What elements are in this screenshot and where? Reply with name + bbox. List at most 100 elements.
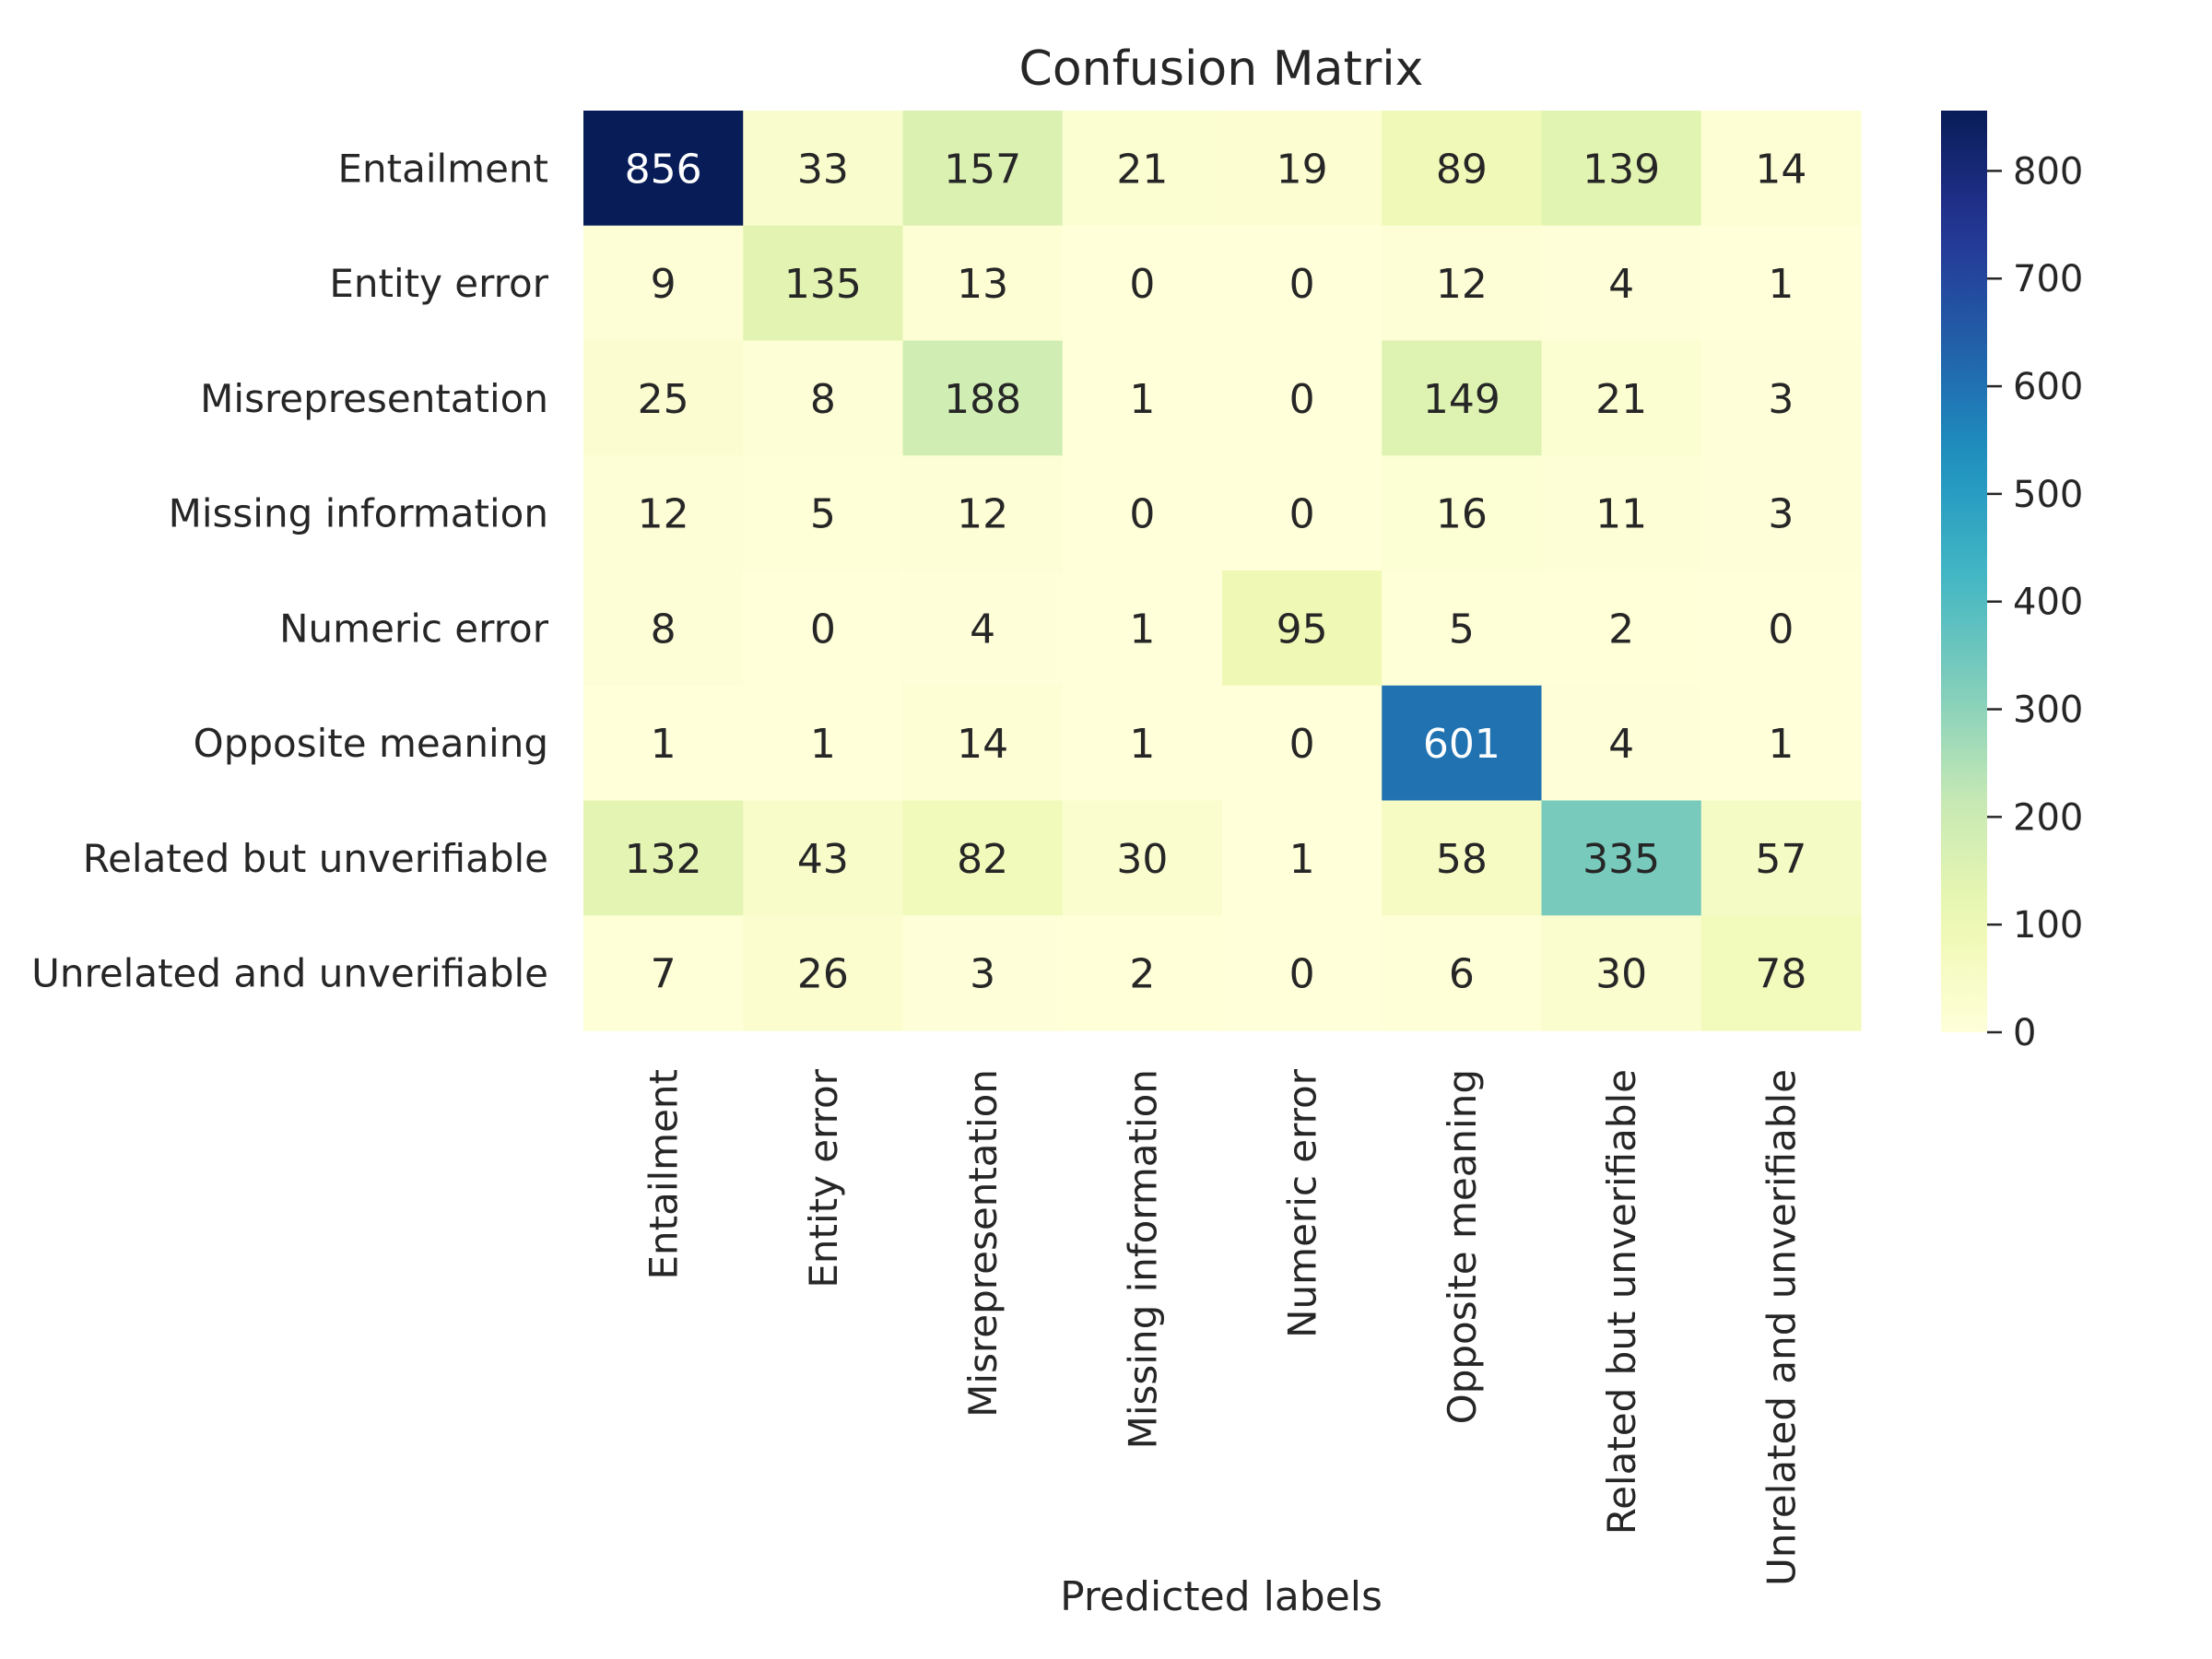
colorbar-tick-label: 100 xyxy=(2013,904,2083,947)
cell-value-label: 0 xyxy=(1289,261,1315,308)
cell-value-label: 25 xyxy=(638,376,689,423)
heatmap-cell xyxy=(902,915,1064,1031)
colorbar-tick-label: 300 xyxy=(2013,689,2083,732)
heatmap-cell xyxy=(743,111,904,227)
heatmap-cell xyxy=(1541,111,1702,227)
heatmap-cell xyxy=(1700,225,1862,342)
heatmap-cell xyxy=(902,685,1064,802)
heatmap-cell xyxy=(1222,571,1382,687)
heatmap-cell xyxy=(583,800,744,916)
cell-value-label: 0 xyxy=(1289,491,1315,538)
cell-value-label: 0 xyxy=(1289,721,1315,768)
heatmap-cell xyxy=(1062,340,1223,456)
cell-value-label: 78 xyxy=(1755,951,1806,998)
cell-value-label: 7 xyxy=(651,951,677,998)
heatmap-cells xyxy=(583,111,1862,1031)
heatmap-cell xyxy=(902,225,1064,342)
heatmap-cell xyxy=(1062,685,1223,802)
cell-value-label: 82 xyxy=(957,836,1008,883)
cell-value-label: 2 xyxy=(1608,606,1634,653)
cell-value-label: 139 xyxy=(1583,146,1660,193)
heatmap-cell xyxy=(1382,111,1543,227)
cell-value-label: 1 xyxy=(1768,261,1794,308)
colorbar-ticks: 0 100 200 300 400 500 600 700 800 xyxy=(1987,150,2083,1054)
heatmap-cell xyxy=(1222,455,1382,571)
heatmap-cell xyxy=(1222,685,1382,802)
cell-value-label: 30 xyxy=(1116,836,1168,883)
cell-value-label: 5 xyxy=(1449,606,1475,653)
cell-value-label: 57 xyxy=(1755,836,1806,883)
cell-value-label: 3 xyxy=(1768,491,1794,538)
colorbar-tick-label: 400 xyxy=(2013,582,2083,624)
cell-value-label: 30 xyxy=(1595,951,1647,998)
y-tick-label: Opposite meaning xyxy=(194,721,548,766)
cell-value-label: 13 xyxy=(957,261,1008,308)
cell-value-label: 1 xyxy=(651,721,677,768)
cell-value-label: 12 xyxy=(957,491,1008,538)
cell-value-label: 33 xyxy=(797,146,849,193)
heatmap-cell xyxy=(1700,455,1862,571)
x-axis-label: Predicted labels xyxy=(1060,1573,1382,1620)
heatmap-cell xyxy=(1382,340,1543,456)
heatmap-cell xyxy=(1541,225,1702,342)
heatmap-cell xyxy=(1700,800,1862,916)
cell-value-label: 3 xyxy=(1768,376,1794,423)
y-tick-label: Missing information xyxy=(169,491,548,536)
y-tick-label: Related but unverifiable xyxy=(83,836,548,881)
cell-value-label: 6 xyxy=(1449,951,1475,998)
heatmap-cell xyxy=(1062,455,1223,571)
heatmap-cell xyxy=(1382,800,1543,916)
y-axis-tick-labels: Entailment Entity error Misrepresentation M… xyxy=(31,146,549,995)
heatmap-cell xyxy=(583,111,744,227)
cell-value-label: 1 xyxy=(1129,376,1155,423)
cell-value-label: 0 xyxy=(810,606,836,653)
x-tick-label: Related but unverifiable xyxy=(1599,1069,1644,1535)
x-tick-label: Entailment xyxy=(641,1069,687,1280)
cell-value-label: 21 xyxy=(1595,376,1647,423)
y-tick-label: Misrepresentation xyxy=(200,376,548,421)
heatmap-cell xyxy=(1382,685,1543,802)
cell-value-label: 4 xyxy=(1608,261,1634,308)
cell-value-label: 157 xyxy=(944,146,1021,193)
heatmap-cell xyxy=(583,340,744,456)
cell-value-label: 95 xyxy=(1277,606,1328,653)
cell-value-label: 856 xyxy=(625,146,702,193)
heatmap-cell xyxy=(1382,571,1543,687)
y-tick-label: Entailment xyxy=(337,146,548,191)
cell-value-label: 12 xyxy=(638,491,689,538)
cell-value-label: 5 xyxy=(810,491,836,538)
cell-value-label: 1 xyxy=(1768,721,1794,768)
cell-value-label: 14 xyxy=(1755,146,1806,193)
heatmap-cell xyxy=(1222,111,1382,227)
cell-value-label: 58 xyxy=(1436,836,1488,883)
heatmap-cell xyxy=(902,111,1064,227)
cell-value-label: 135 xyxy=(784,261,862,308)
cell-value-label: 0 xyxy=(1129,491,1155,538)
heatmap-cell xyxy=(902,455,1064,571)
colorbar-tick-label: 800 xyxy=(2013,150,2083,193)
cell-value-label: 14 xyxy=(957,721,1008,768)
x-tick-label: Opposite meaning xyxy=(1440,1069,1485,1424)
heatmap-cell xyxy=(1541,685,1702,802)
cell-value-label: 0 xyxy=(1129,261,1155,308)
heatmap-cell xyxy=(1062,571,1223,687)
x-tick-label: Entity error xyxy=(801,1068,846,1288)
cell-value-label: 3 xyxy=(970,951,995,998)
heatmap-cell xyxy=(1222,225,1382,342)
heatmap-cell xyxy=(1541,915,1702,1031)
x-tick-label: Misrepresentation xyxy=(960,1069,1006,1418)
heatmap-cell xyxy=(1700,571,1862,687)
y-tick-label: Entity error xyxy=(329,261,548,306)
cell-value-label: 1 xyxy=(1289,836,1315,883)
cell-value-label: 26 xyxy=(797,951,849,998)
heatmap-cell xyxy=(902,340,1064,456)
cell-value-label: 1 xyxy=(1129,721,1155,768)
cell-value-label: 8 xyxy=(651,606,677,653)
cell-value-label: 8 xyxy=(810,376,836,423)
heatmap-cell xyxy=(1541,571,1702,687)
cell-value-label: 335 xyxy=(1583,836,1660,883)
heatmap-cell xyxy=(902,800,1064,916)
cell-value-label: 0 xyxy=(1289,951,1315,998)
colorbar-tick-label: 500 xyxy=(2013,474,2083,516)
